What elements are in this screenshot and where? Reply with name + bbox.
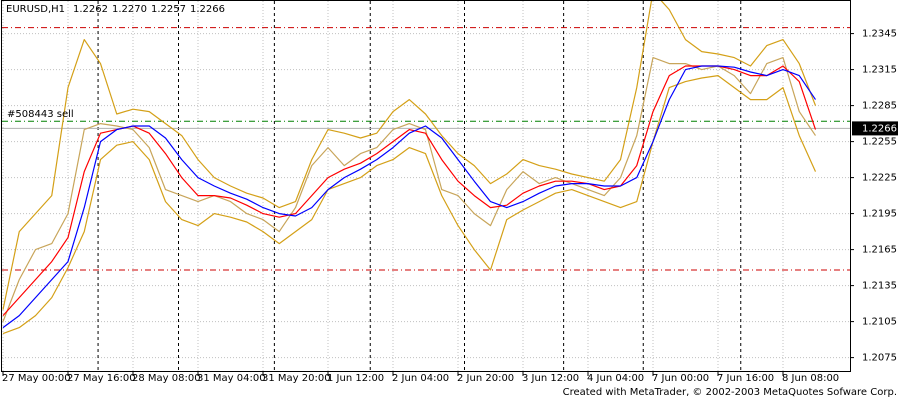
x-tick-label: 8 Jun 08:00 (782, 373, 839, 384)
symbol: EURUSD,H1 (6, 4, 65, 15)
x-tick-label: 28 May 08:00 (132, 373, 201, 384)
x-tick-label: 7 Jun 16:00 (717, 373, 774, 384)
x-tick-label: 27 May 00:00 (2, 373, 71, 384)
y-tick-label: 1.2315 (862, 65, 897, 76)
x-tick-label: 3 Jun 12:00 (522, 373, 579, 384)
series-line (2, 65, 816, 329)
series-line (2, 57, 816, 322)
x-tick-label: 2 Jun 04:00 (392, 373, 449, 384)
x-tick-label: 31 May 04:00 (197, 373, 266, 384)
y-tick-label: 1.2285 (862, 101, 897, 112)
price-tag (852, 121, 898, 136)
series-line (2, 65, 817, 317)
y-tick-label: 1.2195 (862, 209, 897, 220)
footer: Created with MetaTrader, © 2002-2003 Met… (563, 387, 897, 398)
y-tick-label: 1.2105 (862, 317, 897, 328)
y-tick-label: 1.2135 (862, 281, 897, 292)
y-tick-label: 1.2165 (862, 245, 897, 256)
series-line (2, 0, 817, 310)
y-tick-label: 1.2075 (862, 353, 897, 364)
y-tick-label: 1.2255 (862, 137, 897, 148)
ohlc-value: 1.2262 (73, 4, 108, 15)
mark-layer (2, 0, 850, 335)
ohlc-value: 1.2266 (190, 4, 225, 15)
x-tick-label: 31 May 20:00 (262, 373, 331, 384)
x-tick-label: 7 Jun 00:00 (652, 373, 709, 384)
series-line (2, 75, 817, 335)
x-tick-label: 2 Jun 20:00 (457, 373, 514, 384)
price-tag-label: 1.2266 (862, 123, 897, 134)
order-label: #508443 sell (7, 109, 74, 120)
x-tick-label: 4 Jun 04:00 (587, 373, 644, 384)
plot-frame (1, 0, 851, 372)
x-tick-label: 1 Jun 12:00 (327, 373, 384, 384)
ohlc-value: 1.2270 (112, 4, 147, 15)
header: EURUSD,H1 1.2262 1.2270 1.2257 1.2266 (6, 4, 225, 15)
y-tick-label: 1.2345 (862, 29, 897, 40)
ohlc-value: 1.2257 (151, 4, 186, 15)
y-tick-label: 1.2225 (862, 173, 897, 184)
x-tick-label: 27 May 16:00 (67, 373, 136, 384)
